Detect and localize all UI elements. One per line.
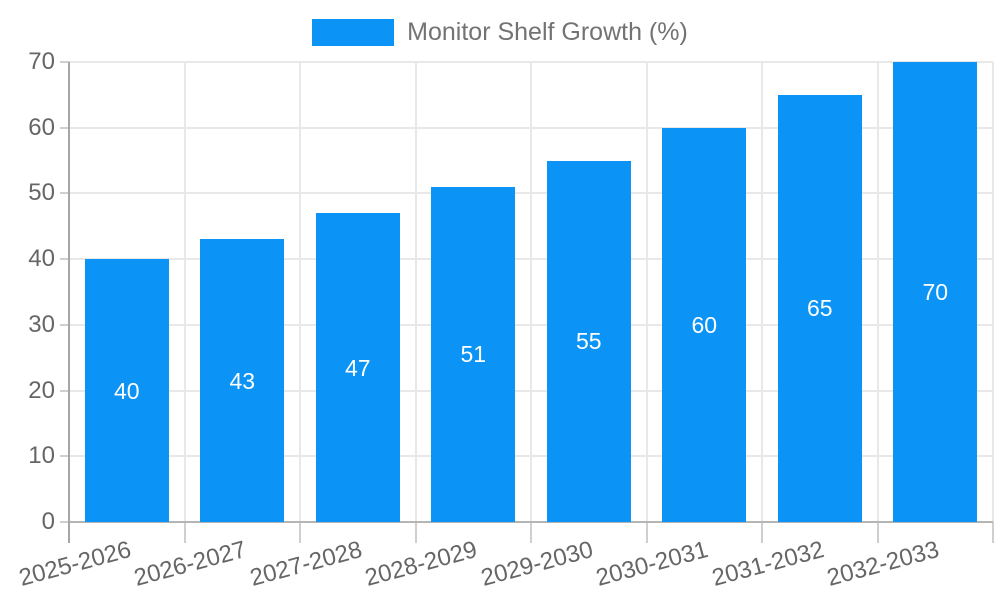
y-tick-mark bbox=[60, 521, 69, 523]
y-axis-label: 30 bbox=[28, 310, 55, 338]
bar-2031-2032[interactable] bbox=[777, 94, 862, 522]
x-tick-mark bbox=[761, 522, 763, 543]
bar-2025-2026[interactable] bbox=[84, 259, 169, 522]
bar-2030-2031[interactable] bbox=[662, 127, 747, 522]
bar-value-label: 65 bbox=[806, 295, 833, 322]
plot-area: 40 2025-2026 43 2026-2027 47 2027-2028 51 2028-… bbox=[16, 61, 994, 592]
gridline-v bbox=[414, 62, 417, 522]
x-tick-mark bbox=[876, 522, 879, 543]
bar-2026-2027[interactable] bbox=[200, 239, 285, 522]
bar-value-label: 55 bbox=[575, 328, 602, 355]
y-axis-label: 60 bbox=[28, 113, 55, 141]
gridline-v bbox=[645, 62, 648, 522]
y-axis-label: 70 bbox=[28, 48, 55, 75]
y-tick-mark bbox=[60, 192, 69, 195]
bar-2028-2029[interactable] bbox=[431, 186, 516, 522]
bar-value-label: 47 bbox=[344, 354, 371, 381]
bar-value-label: 60 bbox=[691, 311, 718, 338]
y-tick-mark bbox=[60, 323, 69, 326]
gridline-v bbox=[183, 62, 186, 522]
y-axis-label: 40 bbox=[28, 245, 55, 273]
bar-value-label: 51 bbox=[460, 341, 487, 368]
bar-2029-2030[interactable] bbox=[546, 160, 631, 522]
y-tick-mark bbox=[60, 258, 69, 261]
x-tick-mark bbox=[530, 522, 532, 543]
y-axis-label: 20 bbox=[28, 376, 55, 404]
gridline-v bbox=[761, 62, 763, 522]
y-tick-mark bbox=[60, 126, 69, 129]
y-axis-label: 50 bbox=[28, 179, 55, 207]
x-axis-line bbox=[69, 521, 993, 523]
x-tick-mark bbox=[992, 522, 994, 543]
y-tick-mark bbox=[60, 61, 69, 63]
bar-value-label: 40 bbox=[113, 377, 140, 404]
x-tick-mark bbox=[414, 522, 417, 543]
y-axis-label: 10 bbox=[28, 442, 55, 470]
y-tick-mark bbox=[60, 389, 69, 392]
bar-2032-2033[interactable] bbox=[893, 62, 978, 522]
gridline-v bbox=[876, 62, 879, 522]
bar-value-label: 70 bbox=[922, 279, 949, 305]
legend-label: Monitor Shelf Growth (%) bbox=[407, 18, 688, 46]
y-tick-mark bbox=[60, 455, 69, 458]
bar-value-label: 43 bbox=[229, 367, 256, 394]
legend[interactable]: Monitor Shelf Growth (%) bbox=[0, 18, 1000, 47]
legend-swatch bbox=[312, 19, 395, 46]
bar-2027-2028[interactable] bbox=[315, 213, 400, 522]
x-tick-mark bbox=[645, 522, 648, 543]
x-tick-mark bbox=[299, 522, 301, 543]
gridline-v bbox=[992, 62, 994, 522]
x-tick-mark bbox=[183, 522, 186, 543]
gridline-v bbox=[299, 62, 301, 522]
y-axis-line bbox=[68, 62, 70, 543]
gridline-v bbox=[530, 62, 532, 522]
y-axis-label: 0 bbox=[41, 508, 55, 535]
